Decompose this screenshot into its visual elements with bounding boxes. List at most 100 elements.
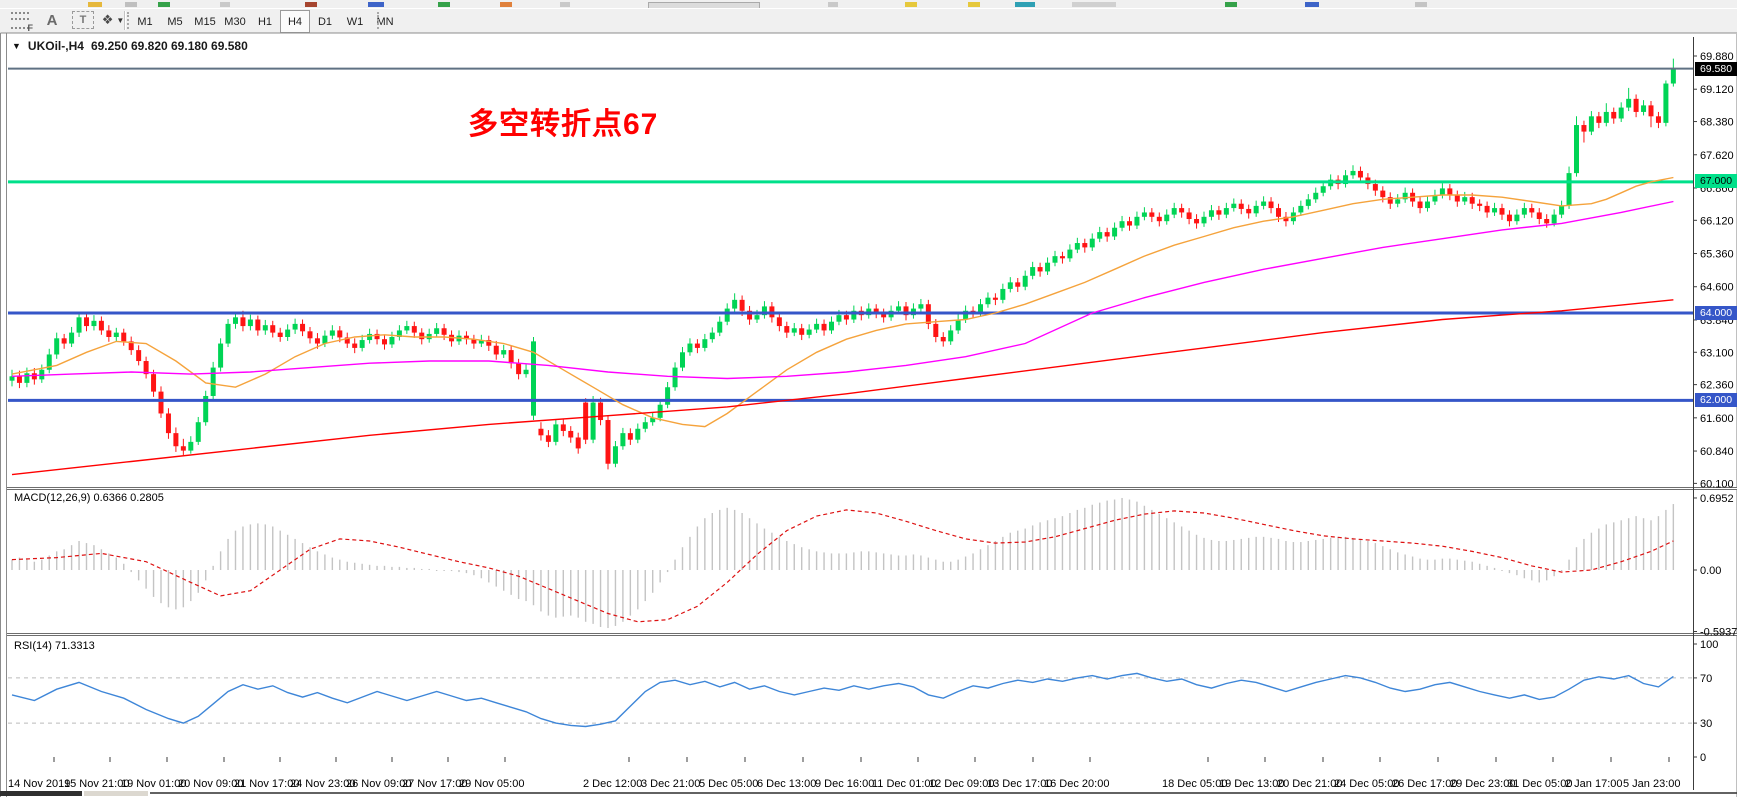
price-tick-label: 68.380	[1700, 117, 1734, 129]
clipped-toolbar-icon	[500, 2, 512, 7]
text-icon[interactable]: A	[42, 10, 62, 30]
ma-line-medium	[11, 200, 1674, 380]
time-axis-label: 5 Jan 23:00	[1623, 778, 1681, 790]
time-axis-label: 14 Nov 2019	[8, 778, 70, 790]
text-label-icon[interactable]: T	[72, 10, 94, 30]
toolbar-drag-handle[interactable]	[377, 12, 382, 29]
toolbar-separator	[124, 11, 126, 30]
clipped-toolbar-icon	[438, 2, 450, 7]
time-axis-label: 5 Dec 05:00	[699, 778, 758, 790]
timeframe-bar: M1 M5 M15 M30 H1 H4 D1 W1 MN	[130, 10, 400, 33]
text-icon-glyph: A	[46, 11, 58, 29]
timeframe-button-mn[interactable]: MN	[376, 15, 394, 28]
price-tick-label: 69.880	[1700, 51, 1734, 63]
horizontal-lines	[8, 67, 1693, 402]
timeframe-button-m5[interactable]: M5	[167, 15, 183, 28]
timeframe-button-m30[interactable]: M30	[224, 15, 246, 28]
clipped-toolbar-icon	[1305, 2, 1319, 7]
time-axis-label: 12 Dec 09:00	[929, 778, 994, 790]
fibonacci-icon-glyph: F	[11, 11, 33, 33]
clipped-toolbar-icon	[1415, 2, 1427, 7]
clipped-toolbar-icon	[1072, 2, 1116, 7]
arrows-icon-glyph: ❖	[101, 12, 114, 27]
time-axis-label: 18 Dec 05:00	[1162, 778, 1227, 790]
current-price-marker: 69.580	[1695, 62, 1737, 76]
time-axis-label: 29 Nov 05:00	[459, 778, 524, 790]
time-axis-label: 2 Dec 12:00	[583, 778, 642, 790]
hline-price-marker-62: 62.000	[1695, 393, 1737, 407]
timeframe-button-h1[interactable]: H1	[257, 15, 273, 28]
timeframe-button-m15[interactable]: M15	[194, 15, 216, 28]
price-tick-label: 62.360	[1700, 380, 1734, 392]
clipped-toolbar-icon	[560, 2, 570, 7]
chart-annotation-text[interactable]: 多空转折点67	[468, 108, 659, 141]
ma-line-slow	[11, 299, 1674, 476]
price-tick-label: 67.620	[1700, 150, 1734, 162]
time-axis-label: 6 Dec 13:00	[757, 778, 816, 790]
time-axis-label: 29 Dec 23:00	[1450, 778, 1515, 790]
timeframe-button-d1[interactable]: D1	[317, 15, 333, 28]
clipped-toolbar-icon	[125, 2, 137, 7]
time-axis-label: 15 Nov 21:00	[64, 778, 129, 790]
macd-axis-label: 0.6952	[1700, 493, 1734, 505]
time-axis-label: 13 Dec 17:00	[987, 778, 1052, 790]
text-label-icon-glyph: T	[72, 11, 94, 29]
timeframe-button-w1[interactable]: W1	[346, 15, 364, 28]
line-studies-and-timeframe-toolbar: F A T ❖ ▼ M1 M5 M15 M30 H1 H4 D1 W1 MN	[0, 9, 1737, 33]
horizontal-scrollbar	[0, 791, 1737, 796]
horizontal-scrollbar-thumb[interactable]	[0, 791, 82, 796]
macd-signal-line	[11, 509, 1674, 623]
price-tick-label: 65.360	[1700, 249, 1734, 261]
clipped-toolbar-icon	[88, 2, 102, 7]
toolbar-drag-handle[interactable]	[127, 12, 132, 29]
time-axis-label: 16 Dec 20:00	[1044, 778, 1109, 790]
hline-price-marker-67: 67.000	[1695, 174, 1737, 188]
rsi-axis-label: 30	[1700, 718, 1712, 730]
price-axis: 69.88069.12068.38067.62066.86066.12065.3…	[1693, 37, 1737, 790]
time-axis-label: 31 Dec 05:00	[1507, 778, 1572, 790]
chevron-down-icon[interactable]: ▼	[116, 15, 125, 25]
time-axis-label: 3 Dec 21:00	[641, 778, 700, 790]
moving-averages	[11, 176, 1674, 476]
chevron-down-icon[interactable]: ▼	[12, 41, 21, 51]
price-tick-label: 60.100	[1700, 478, 1734, 490]
time-axis-label: 2 Jan 17:00	[1565, 778, 1623, 790]
clipped-toolbar-icon	[368, 2, 384, 7]
ma-line-fast	[11, 176, 1674, 428]
timeframe-button-m1[interactable]: M1	[137, 15, 153, 28]
clipped-toolbar-icon	[648, 2, 760, 8]
clipped-toolbar-icon	[220, 2, 230, 7]
clipped-toolbar-icon	[968, 2, 980, 7]
rsi-axis-label: 70	[1700, 673, 1712, 685]
rsi-axis-label: 0	[1700, 752, 1706, 764]
price-tick-label: 61.600	[1700, 413, 1734, 425]
clipped-toolbar-icon	[905, 2, 917, 7]
time-axis-label: 20 Dec 21:00	[1277, 778, 1342, 790]
chart-symbol-title: UKOil-,H4	[27, 39, 84, 53]
time-axis-label: 21 Nov 17:00	[234, 778, 299, 790]
time-axis-label: 9 Dec 16:00	[815, 778, 874, 790]
pane-separators	[7, 487, 1737, 636]
chart-ohlc-readout: 69.250 69.820 69.180 69.580	[90, 39, 248, 53]
macd-axis-label: 0.00	[1700, 565, 1721, 577]
clipped-toolbar-icon	[828, 2, 838, 7]
macd-pane	[11, 497, 1675, 629]
price-tick-label: 69.120	[1700, 84, 1734, 96]
price-tick-label: 63.100	[1700, 347, 1734, 359]
window-borders	[0, 32, 1737, 797]
rsi-line	[11, 672, 1674, 728]
price-tick-label: 64.600	[1700, 282, 1734, 294]
rsi-pane	[8, 672, 1693, 728]
arrows-icon[interactable]: ❖ ▼	[100, 10, 126, 30]
time-axis-label: 20 Nov 09:00	[178, 778, 243, 790]
rsi-pane-label: RSI(14) 71.3313	[14, 640, 95, 652]
candles-layer	[9, 58, 1676, 470]
macd-pane-label: MACD(12,26,9) 0.6366 0.2805	[14, 492, 164, 504]
clipped-toolbar-icon	[1015, 2, 1035, 7]
time-axis-label: 26 Dec 17:00	[1392, 778, 1457, 790]
fibonacci-icon[interactable]: F	[8, 10, 33, 33]
time-axis-label: 24 Nov 23:00	[290, 778, 355, 790]
